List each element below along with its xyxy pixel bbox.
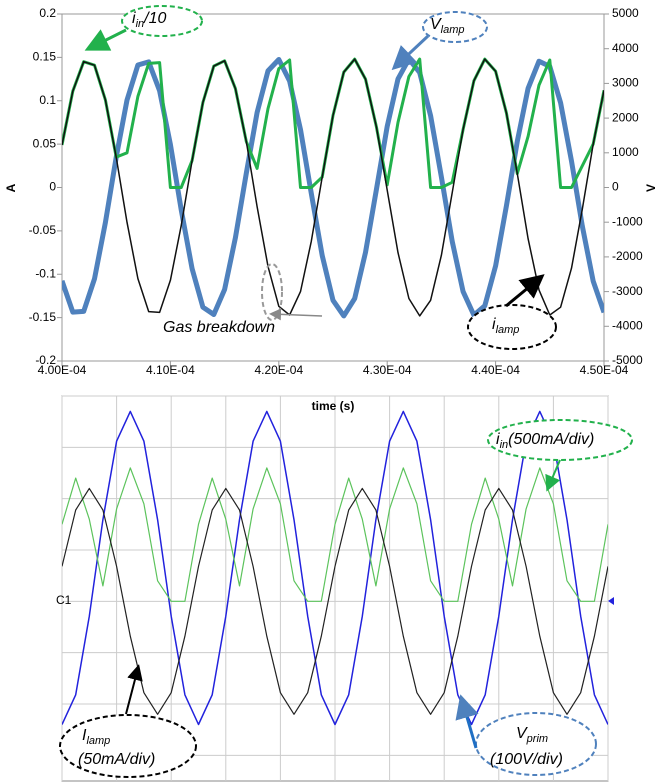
series-group: [62, 59, 604, 316]
y-tick-label: 0.1: [39, 93, 56, 107]
y-tick-label: -0.15: [29, 310, 57, 324]
y-tick-label: 0: [49, 180, 56, 194]
arrow: [272, 314, 322, 316]
y-tick-label: -0.1: [35, 266, 56, 280]
y2-tick-label: 2000: [612, 110, 639, 124]
series-line: [62, 59, 604, 316]
y-tick-label: -0.2: [35, 353, 56, 367]
y-tick-label: 0.2: [39, 6, 56, 20]
y2-tick-label: 0: [612, 180, 619, 194]
y-axis-label: A: [4, 183, 18, 192]
y-tick-label: -0.05: [29, 223, 57, 237]
x-tick-label: 4.40E-04: [471, 363, 520, 377]
annotation: (50mA/div): [78, 751, 155, 768]
x-axis-label: time (s): [312, 399, 355, 413]
x-tick-label: 4.30E-04: [363, 363, 412, 377]
annotation: (100V/div): [490, 751, 563, 768]
x-tick-label: 4.10E-04: [146, 363, 195, 377]
y-tick-label: 0.05: [33, 136, 57, 150]
y2-tick-label: -3000: [612, 284, 643, 298]
annotation: Gas breakdown: [163, 319, 275, 336]
y2-tick-label: -1000: [612, 214, 643, 228]
channel-marker: [608, 597, 614, 605]
figure: 4.00E-044.10E-044.20E-044.30E-044.40E-04…: [0, 0, 664, 782]
y2-tick-label: -2000: [612, 249, 643, 263]
y-tick-label: 0.15: [33, 50, 57, 64]
y2-tick-label: -4000: [612, 318, 643, 332]
x-tick-label: 4.20E-04: [254, 363, 303, 377]
arrow: [506, 278, 540, 306]
y2-tick-label: 3000: [612, 76, 639, 90]
y2-tick-label: 1000: [612, 145, 639, 159]
y2-tick-label: 5000: [612, 6, 639, 20]
y2-axis-label: V: [644, 184, 658, 192]
callout: [262, 264, 282, 320]
y2-tick-label: 4000: [612, 41, 639, 55]
y2-tick-label: -5000: [612, 353, 643, 367]
channel-label: C1: [56, 593, 72, 607]
series-line: [62, 59, 604, 316]
annotation: iin(500mA/div): [496, 431, 594, 451]
arrow: [90, 30, 126, 48]
